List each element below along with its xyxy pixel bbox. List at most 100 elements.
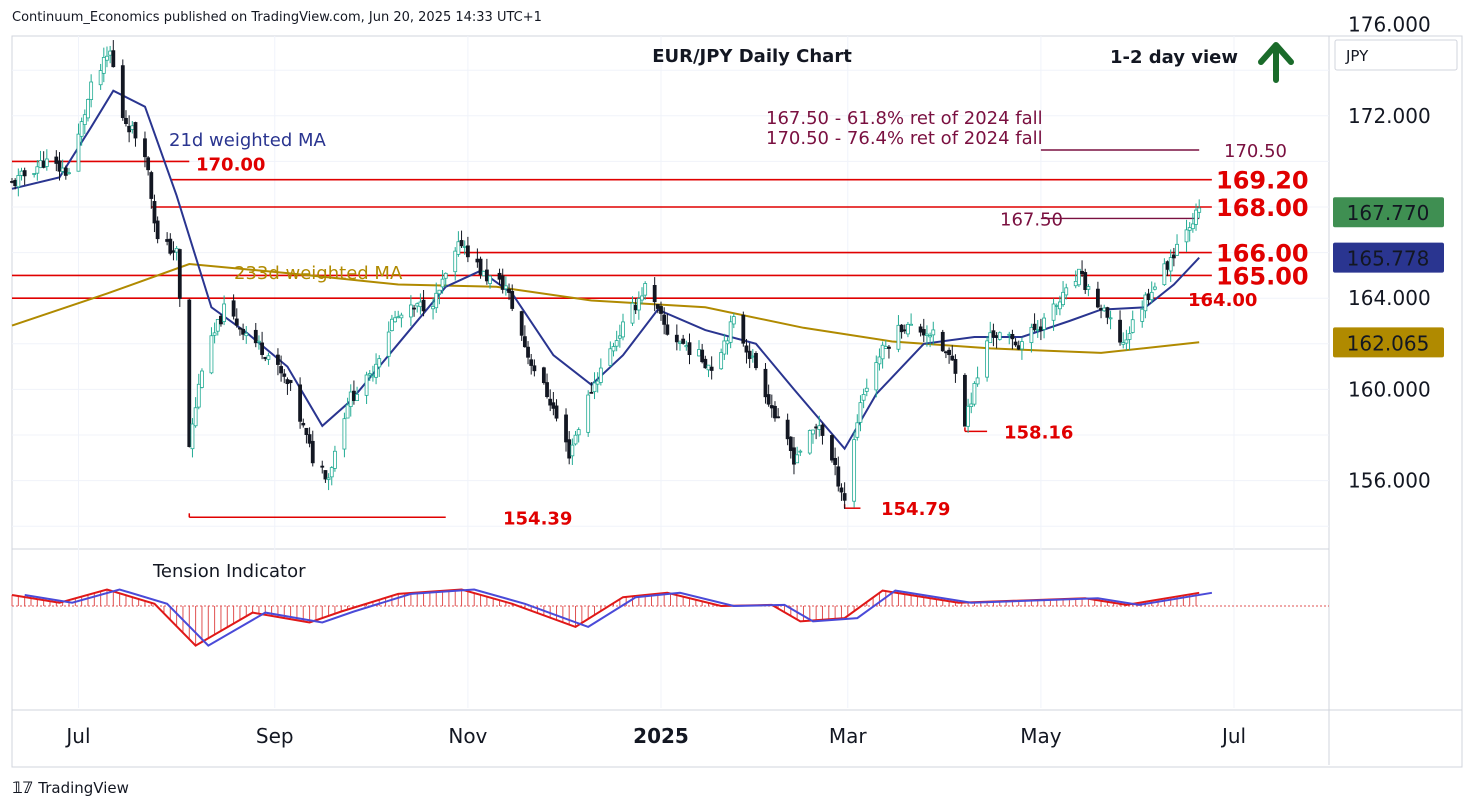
candle-body [1130, 319, 1135, 333]
candle-body [1127, 333, 1132, 340]
candle-body [79, 121, 84, 137]
candle-body [393, 317, 397, 323]
candle-body [348, 391, 353, 407]
candle-body [950, 355, 955, 361]
candle-body [1149, 291, 1154, 301]
candle-body [364, 374, 369, 396]
candle-body [263, 356, 268, 360]
level-label-166.00: 166.00 [1216, 240, 1309, 268]
candle-body [633, 304, 638, 311]
candle-body [234, 318, 239, 326]
candle-body [503, 285, 508, 290]
price-tick: 156.000 [1348, 469, 1431, 493]
level-label-169.20: 169.20 [1216, 167, 1309, 195]
currency-box: JPY [1334, 39, 1458, 71]
candle-body [171, 250, 176, 253]
price-axis[interactable]: 176.000 172.000 164.000 160.000 156.000 JPY 16… [1333, 13, 1458, 493]
candle-body [953, 358, 958, 374]
candle-body [852, 439, 857, 502]
candle-body [371, 375, 375, 378]
candle-body [421, 299, 426, 312]
candle-body [431, 306, 435, 310]
candle-body [412, 307, 416, 310]
candle-body [792, 447, 796, 465]
up-arrow-shape [1258, 42, 1294, 83]
candle-body [608, 348, 613, 366]
candle-body [864, 387, 869, 392]
candle-body [652, 285, 657, 303]
candle-body [187, 299, 192, 447]
candle-body [703, 358, 708, 369]
candle-body [326, 477, 331, 480]
candle-body [399, 314, 404, 319]
candle-body [545, 382, 549, 398]
candle-body [763, 368, 768, 398]
candle-body [972, 383, 977, 405]
candle-body [1175, 243, 1179, 256]
candle-body [1035, 329, 1040, 331]
low-label-154.39: 154.39 [503, 508, 572, 529]
candle-body [817, 425, 822, 430]
candle-body [130, 125, 135, 130]
candle-body [766, 394, 771, 405]
time-label: May [1020, 724, 1062, 748]
up-arrow-icon [1258, 42, 1294, 83]
candle-body [98, 70, 103, 86]
candle-body [67, 172, 71, 175]
candle-body [488, 275, 492, 284]
note-fib-618: 167.50 - 61.8% ret of 2024 fall [766, 108, 1043, 129]
candle-body [931, 329, 936, 336]
candle-body [177, 249, 182, 299]
candle-body [697, 349, 701, 357]
candle-body [655, 304, 660, 309]
candle-body [1190, 223, 1195, 230]
candle-body [152, 201, 157, 224]
tension-indicator-label: Tension Indicator [152, 561, 306, 582]
candle-body [795, 454, 800, 464]
candle-body [1064, 287, 1069, 296]
candle-body [592, 382, 597, 393]
candle-body [219, 315, 223, 325]
low-label-154.79: 154.79 [881, 499, 950, 520]
candle-body [1010, 334, 1015, 340]
candle-body [10, 181, 14, 183]
candle-body [215, 318, 220, 332]
price-badge-label: 162.065 [1347, 331, 1430, 355]
candle-body [484, 269, 489, 282]
candle-body [896, 324, 901, 350]
candle-body [333, 450, 337, 469]
candle-body [519, 311, 524, 336]
candle-body [127, 125, 132, 133]
candle-body [921, 329, 926, 336]
candle-body [500, 275, 505, 290]
candle-body [196, 383, 201, 408]
candle-body [769, 405, 774, 409]
time-axis[interactable]: Jul Sep Nov 2025 Mar May Jul [64, 724, 1246, 748]
candle-body [374, 363, 378, 378]
level-label-165.00: 165.00 [1216, 262, 1309, 290]
candle-body [877, 356, 882, 365]
candle-body [617, 335, 622, 339]
candle-body [1086, 286, 1091, 290]
low-label-158.16: 158.16 [1004, 422, 1073, 443]
candle-body [22, 170, 27, 177]
candle-body [222, 303, 227, 322]
candle-body [257, 340, 261, 343]
candle-body [456, 241, 461, 255]
candle-body [418, 301, 423, 308]
candle-body [415, 303, 420, 307]
candle-body [54, 156, 59, 164]
candle-body [465, 245, 470, 258]
candle-body [481, 270, 486, 277]
candle-body [241, 328, 246, 335]
candle-body [830, 435, 834, 461]
footer[interactable]: 𝟙𝟟 TradingView [12, 778, 129, 797]
candle-body [747, 350, 752, 359]
level-label-168.00: 168.00 [1216, 194, 1309, 222]
candle-body [902, 329, 907, 332]
candle-body [1076, 268, 1081, 286]
candle-body [390, 318, 394, 332]
candle-body [120, 65, 125, 119]
candle-body [836, 466, 841, 487]
